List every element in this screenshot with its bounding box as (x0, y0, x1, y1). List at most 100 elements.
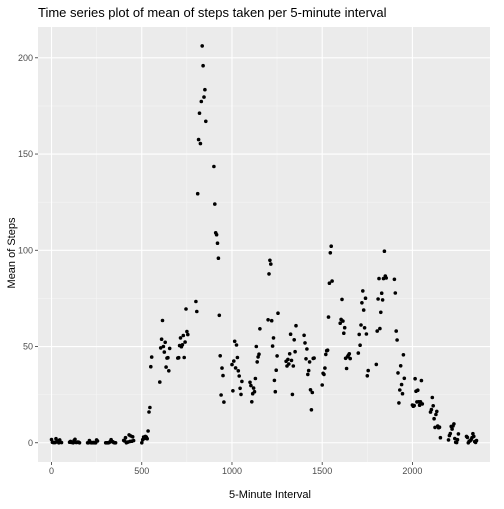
data-point (356, 351, 361, 355)
data-point (266, 318, 270, 322)
data-point (396, 371, 400, 375)
data-point (195, 309, 199, 314)
x-tick-label: 1000 (222, 466, 242, 476)
data-point (258, 327, 262, 331)
data-point (166, 355, 170, 360)
data-point (197, 111, 202, 115)
data-point (250, 400, 254, 404)
data-point (256, 355, 260, 359)
data-point (59, 440, 64, 445)
data-point (417, 403, 422, 408)
data-point (130, 435, 135, 439)
data-point (233, 366, 238, 370)
major-gridlines (38, 27, 490, 462)
data-point (77, 441, 82, 445)
data-point (450, 427, 454, 431)
data-point (212, 164, 216, 169)
data-point (304, 357, 308, 361)
data-point (159, 337, 164, 342)
data-point (254, 344, 259, 349)
data-point (252, 389, 257, 394)
data-point (220, 366, 224, 370)
data-point (401, 353, 406, 357)
data-point (359, 323, 363, 327)
data-point (273, 389, 278, 394)
data-point (380, 298, 385, 302)
data-point (195, 191, 200, 196)
data-point (456, 432, 461, 436)
data-point (149, 355, 154, 359)
data-point (158, 380, 162, 384)
data-point (305, 347, 309, 351)
data-point (167, 346, 172, 351)
data-point (361, 289, 365, 293)
y-tick-label: 150 (18, 149, 33, 159)
data-point (340, 297, 344, 302)
data-point (163, 340, 167, 345)
data-point (217, 313, 222, 318)
x-tick-label: 500 (134, 466, 149, 476)
data-point (312, 356, 316, 360)
data-point (272, 378, 277, 383)
data-point (267, 272, 271, 276)
data-point (161, 344, 166, 349)
data-point (307, 360, 312, 364)
data-point (348, 356, 353, 361)
data-point (164, 365, 168, 369)
data-point (269, 262, 273, 266)
data-point (452, 422, 456, 426)
data-point (328, 251, 333, 255)
data-point (204, 119, 208, 124)
data-point (431, 404, 436, 408)
data-point (238, 386, 242, 391)
data-point (213, 202, 217, 206)
data-point (167, 369, 171, 373)
data-point (341, 319, 345, 323)
data-point (276, 311, 280, 316)
data-point (379, 291, 384, 296)
data-point (268, 258, 272, 263)
data-point (274, 368, 279, 373)
data-point (347, 352, 352, 356)
y-axis-ticks: 0 50 100 150 200 (18, 53, 38, 448)
data-point (326, 315, 331, 319)
data-point (184, 307, 188, 311)
data-point (376, 297, 380, 301)
data-point (395, 338, 399, 342)
data-point (160, 318, 165, 323)
data-point (234, 343, 239, 347)
data-point (232, 339, 237, 344)
data-point (232, 359, 236, 363)
data-point (294, 323, 298, 328)
x-tick-label: 1500 (312, 466, 332, 476)
data-point (309, 408, 314, 412)
data-point (398, 388, 402, 392)
data-point (435, 409, 439, 414)
data-point (214, 232, 219, 237)
data-point (303, 341, 307, 345)
data-point (113, 441, 118, 445)
data-point (249, 383, 253, 388)
data-point (420, 402, 425, 406)
y-tick-label: 100 (18, 245, 33, 255)
data-point (140, 441, 144, 445)
data-point (271, 336, 276, 340)
data-point (196, 137, 201, 142)
data-point (379, 310, 383, 315)
data-point (291, 364, 296, 368)
data-point (329, 244, 334, 248)
data-point (342, 325, 347, 330)
data-point (357, 332, 362, 337)
data-point (375, 329, 380, 333)
data-point (185, 329, 189, 334)
data-point (412, 403, 417, 408)
data-point (216, 256, 221, 261)
data-point (361, 308, 366, 312)
data-point (270, 344, 275, 348)
data-point (257, 352, 261, 357)
data-point (358, 343, 362, 348)
data-point (231, 389, 235, 393)
data-point (433, 425, 437, 430)
